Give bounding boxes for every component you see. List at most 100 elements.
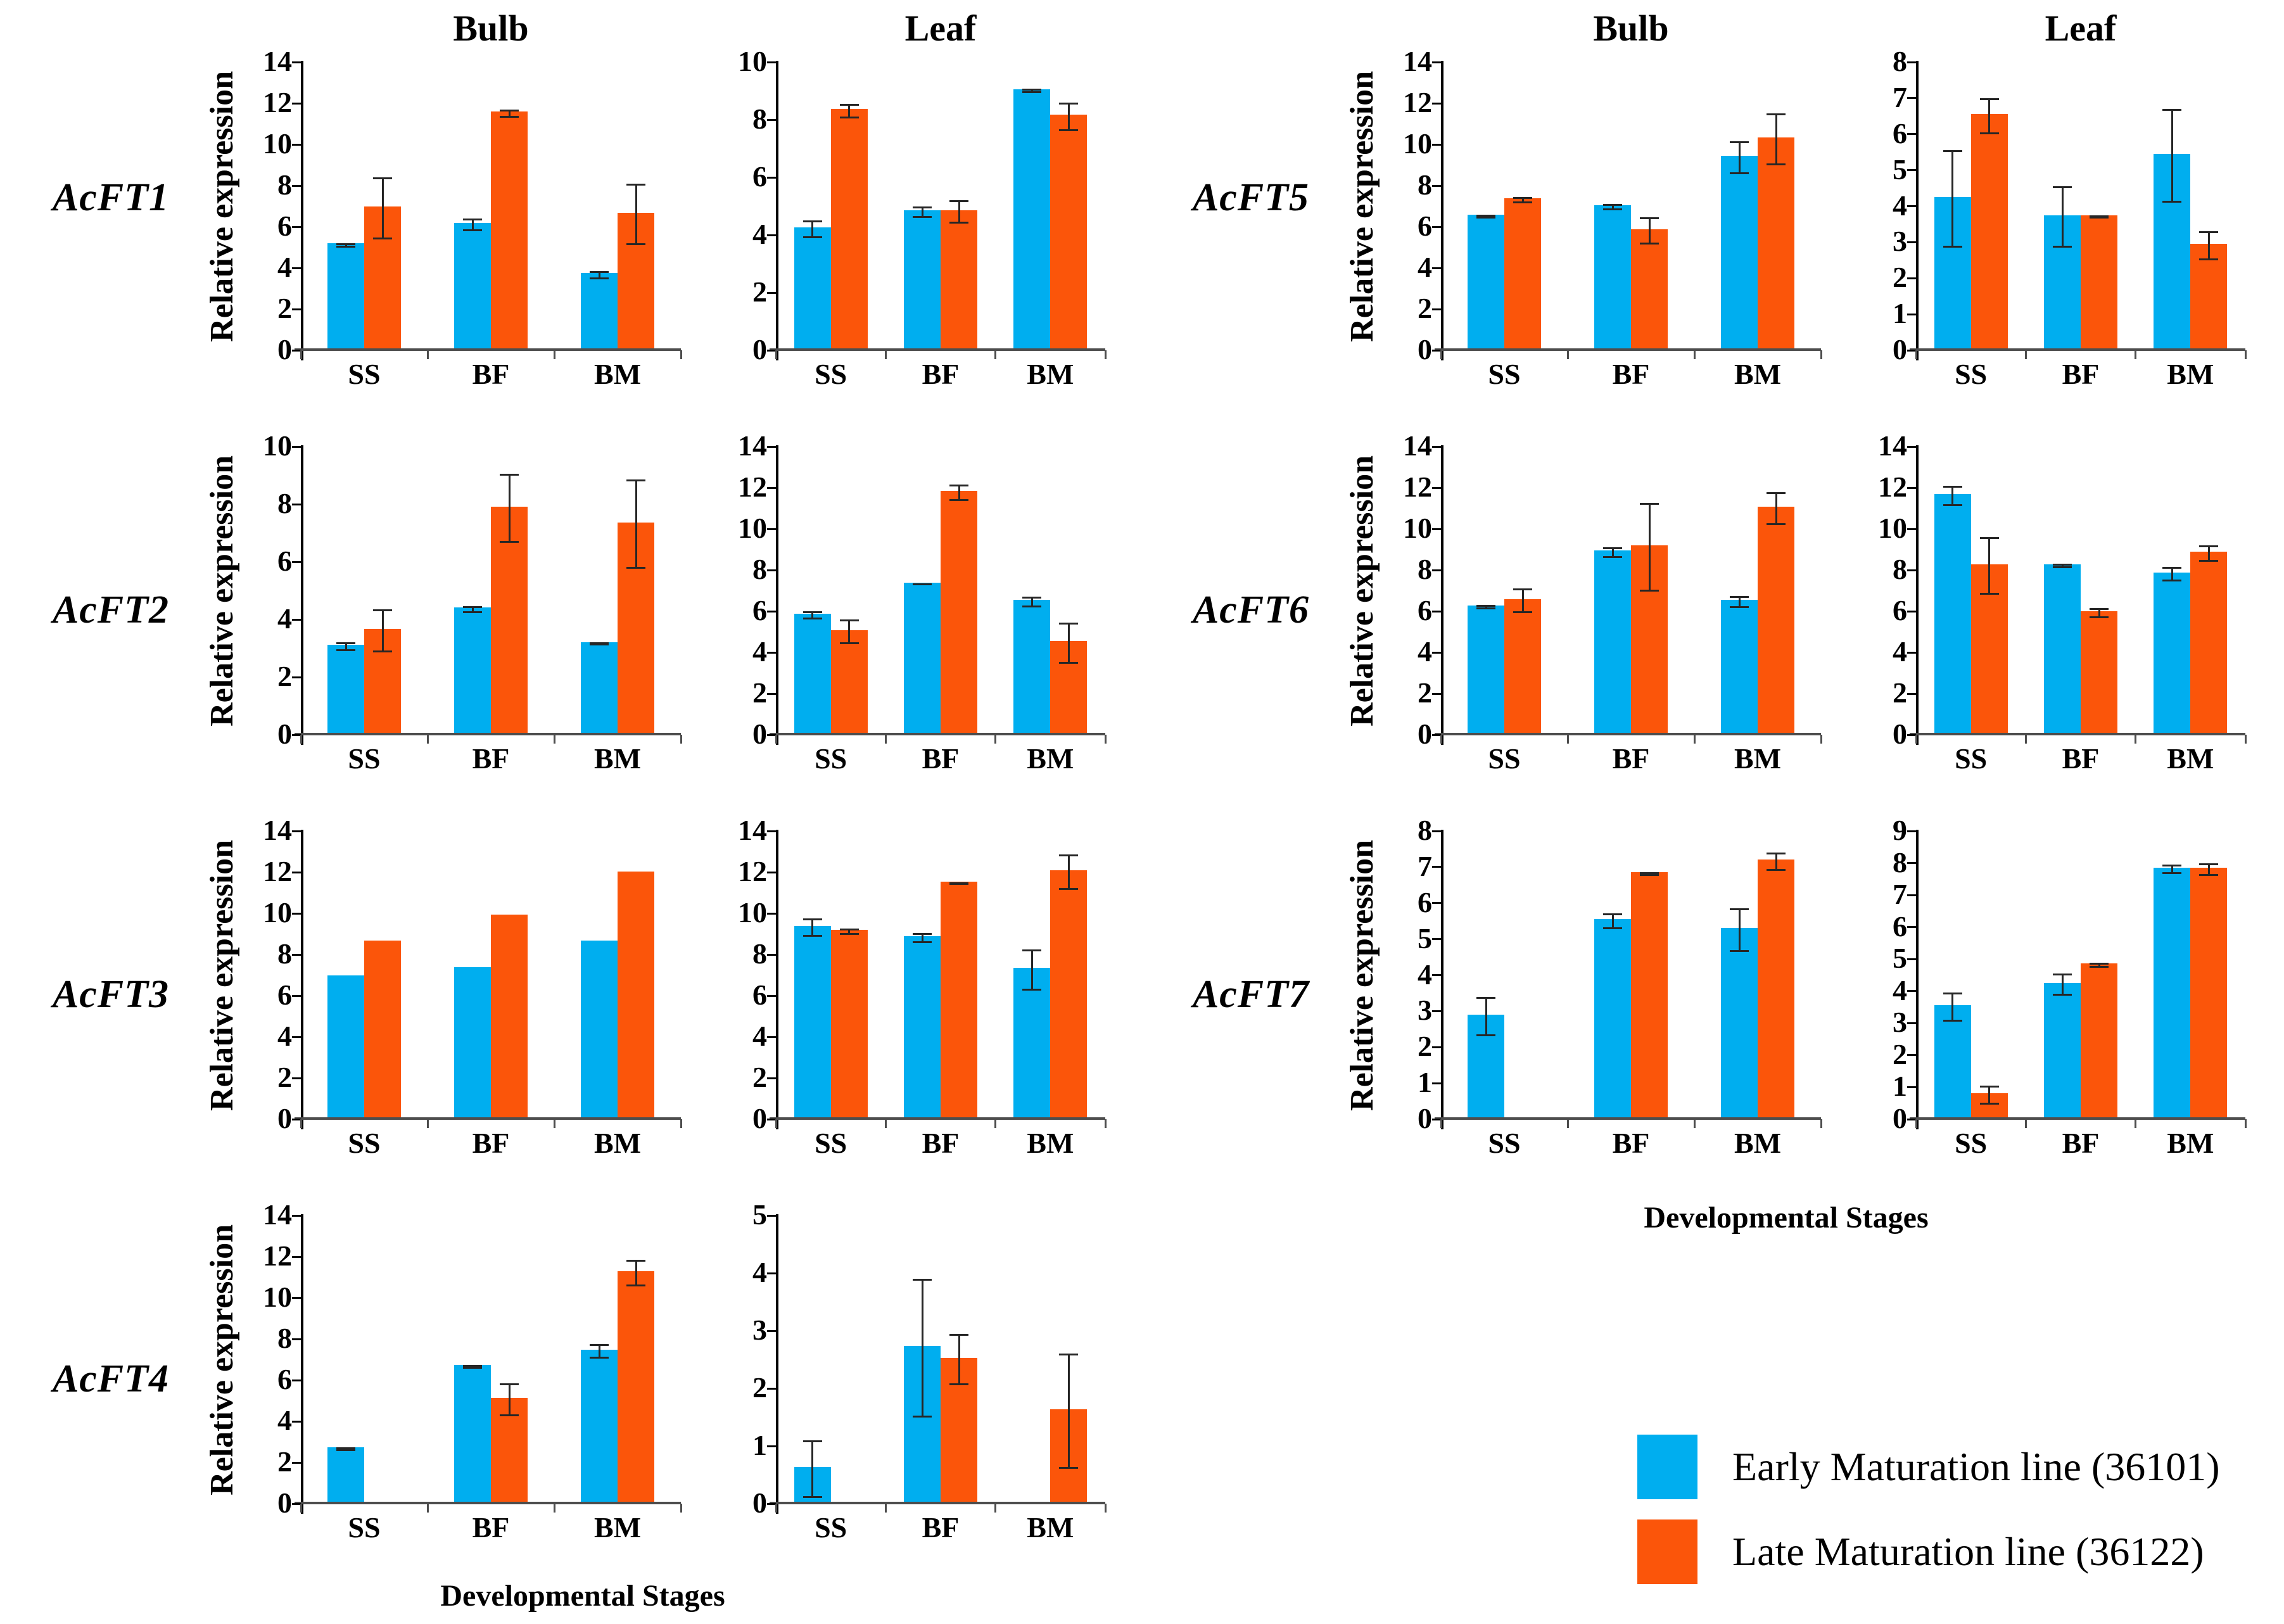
y-tick <box>292 267 301 269</box>
error-bar-cap <box>373 237 392 239</box>
y-tick <box>1432 528 1441 530</box>
category-label: SS <box>815 357 847 390</box>
error-bar <box>1988 537 1991 595</box>
error-bar <box>1521 196 1524 203</box>
error-bar-cap <box>2053 994 2072 996</box>
x-tick <box>884 1119 887 1128</box>
error-bar-cap <box>803 935 822 937</box>
y-tick-label: 14 <box>738 429 767 462</box>
error-bar-cap <box>1640 217 1659 220</box>
y-axis-title: Relative expression <box>1343 70 1380 342</box>
error-bar-cap <box>949 499 968 502</box>
y-tick-label: 5 <box>1418 922 1432 955</box>
error-bar <box>1611 913 1614 929</box>
error-bar-cap <box>1767 523 1786 525</box>
y-tick <box>1907 1086 1916 1088</box>
y-tick-label: 6 <box>277 210 292 243</box>
bar-early <box>454 607 491 733</box>
y-axis-title: Relative expression <box>1343 839 1380 1111</box>
y-tick <box>1432 733 1441 736</box>
x-tick <box>680 735 682 744</box>
error-bar-cap <box>949 221 968 224</box>
x-tick <box>994 1119 997 1128</box>
error-bar-cap <box>1603 208 1622 210</box>
error-bar-cap <box>1767 113 1786 116</box>
error-bar <box>1648 217 1651 244</box>
error-bar <box>1521 588 1524 614</box>
error-bar-cap <box>2162 200 2182 203</box>
x-tick <box>2244 350 2247 359</box>
bar-early <box>794 925 831 1117</box>
error-bar-cap <box>1979 132 1999 134</box>
x-axis-line <box>770 348 1105 351</box>
bar-late <box>830 630 868 733</box>
error-bar-cap <box>373 650 392 653</box>
legend-swatch-late-icon <box>1637 1519 1697 1584</box>
error-bar-cap <box>803 236 822 238</box>
error-bar-cap <box>626 243 645 246</box>
y-tick <box>292 1214 301 1217</box>
category-labels: SS BF BM <box>301 1119 681 1159</box>
error-bar <box>1485 214 1487 219</box>
y-tick <box>1907 1118 1916 1120</box>
error-bar-cap <box>1476 1034 1495 1037</box>
bar-early <box>904 582 941 733</box>
error-bar-cap <box>913 1415 932 1418</box>
bar-early <box>327 975 364 1117</box>
error-bar-cap <box>803 1495 822 1498</box>
y-tick-label: 3 <box>752 1314 767 1347</box>
y-tick-label: 2 <box>277 292 292 325</box>
error-bar-cap <box>1943 485 1962 488</box>
category-labels: SS BF BM <box>1916 1119 2245 1159</box>
x-axis-line <box>770 1117 1105 1120</box>
panel-leaf-AcFT6: 0 2 4 6 8 10 12 14 SS BF BM <box>1856 431 2247 775</box>
error-bar <box>1738 908 1741 952</box>
error-bar-cap <box>373 609 392 612</box>
error-bar-cap <box>2090 217 2109 219</box>
error-bar <box>811 611 814 619</box>
error-bar-cap <box>1730 172 1749 175</box>
error-bar <box>2171 567 2173 581</box>
error-bar-cap <box>2090 215 2109 217</box>
error-bar <box>2207 863 2210 876</box>
y-tick <box>1432 308 1441 310</box>
category-label: BF <box>922 742 960 775</box>
error-bar-cap <box>839 619 859 621</box>
category-label: BM <box>2167 357 2214 390</box>
x-tick <box>2135 735 2137 744</box>
y-tick-label: 3 <box>1418 994 1432 1027</box>
panel-bulb-AcFT5: Bulb Relative expression 0 2 4 6 8 10 12 14 SS BF BM <box>1343 6 1822 390</box>
y-tick-label: 8 <box>1418 814 1432 847</box>
x-tick <box>1693 350 1696 359</box>
y-tick <box>767 118 776 121</box>
category-label: BF <box>2062 742 2100 775</box>
error-bar-cap <box>1022 89 1042 91</box>
y-axis-title: Relative expression <box>203 70 240 342</box>
error-bar-cap <box>803 918 822 921</box>
y-tick-label: 2 <box>752 276 767 308</box>
error-bar-cap <box>803 611 822 613</box>
category-labels: SS BF BM <box>776 735 1105 775</box>
y-tick <box>1907 133 1916 136</box>
error-bar <box>635 1259 637 1287</box>
y-tick-label: 0 <box>752 1102 767 1135</box>
x-tick <box>426 350 429 359</box>
category-label: BF <box>472 357 510 390</box>
y-tick-label: 12 <box>738 471 767 504</box>
y-axis-line <box>776 830 778 1129</box>
error-bar <box>508 1383 511 1416</box>
panel-body: Relative expression 0 2 4 6 8 10 12 14 <box>1343 47 1822 364</box>
y-axis-line <box>776 445 778 745</box>
plot-area <box>292 61 682 360</box>
x-tick <box>1915 735 1917 744</box>
y-tick <box>1907 61 1916 63</box>
error-bar <box>2061 973 2064 996</box>
legend: Early Maturation line (36101) Late Matur… <box>1637 1435 2220 1604</box>
y-tick-label: 6 <box>1418 885 1432 918</box>
y-tick-label: 5 <box>752 1198 767 1231</box>
y-tick <box>767 692 776 695</box>
error-bar-cap <box>626 479 645 482</box>
plot-area <box>1432 61 1822 360</box>
y-axis-title-col: Relative expression <box>1343 62 1381 350</box>
